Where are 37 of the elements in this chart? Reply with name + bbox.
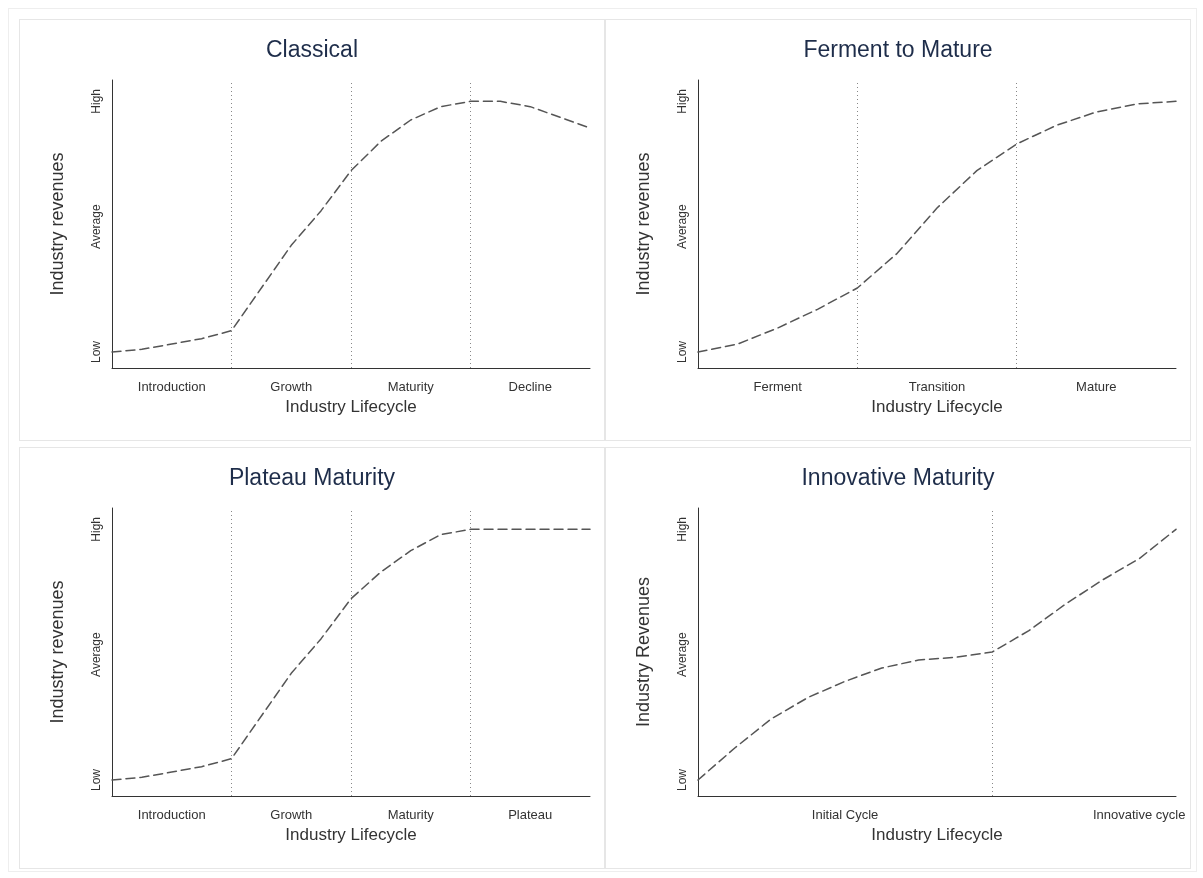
text: High (89, 516, 103, 542)
chart-title: Ferment to Mature (803, 35, 993, 62)
text: High (675, 516, 689, 542)
y-axis-title: Industry revenues (47, 152, 67, 296)
x-tick-label: Maturity (387, 379, 435, 394)
x-axis-title: Industry Lifecycle (871, 397, 1003, 416)
x-axis-title: Industry Lifecycle (871, 825, 1003, 844)
text: Average (89, 204, 103, 249)
chart-title: Classical (265, 35, 359, 62)
text: Low (89, 768, 103, 792)
x-tick-label: Initial Cycle (811, 807, 879, 822)
text: Low (89, 340, 103, 364)
y-axis-title: Industry revenues (47, 580, 67, 724)
x-tick-label: Introduction (137, 379, 206, 394)
x-tick-label: Transition (908, 379, 966, 394)
y-axis-title: Industry Revenues (633, 576, 653, 728)
text: Average (675, 632, 689, 677)
text: High (89, 88, 103, 114)
x-axis-title: Industry Lifecycle (285, 825, 417, 844)
x-tick-label: Innovative cycle (1092, 807, 1186, 822)
x-tick-label: Growth (270, 807, 313, 822)
text: Low (675, 768, 689, 792)
chart-title: Plateau Maturity (228, 463, 396, 490)
text: Low (675, 340, 689, 364)
x-axis-title: Industry Lifecycle (285, 397, 417, 416)
x-tick-label: Ferment (753, 379, 803, 394)
y-axis-title: Industry revenues (633, 152, 653, 296)
chart-title: Innovative Maturity (801, 463, 996, 490)
x-tick-label: Mature (1076, 379, 1117, 394)
x-tick-label: Introduction (137, 807, 206, 822)
x-tick-label: Growth (270, 379, 313, 394)
x-tick-label: Maturity (387, 807, 435, 822)
text: High (675, 88, 689, 114)
x-tick-label: Plateau (508, 807, 553, 822)
x-tick-label: Decline (508, 379, 552, 394)
text: Average (89, 632, 103, 677)
text: Average (675, 204, 689, 249)
